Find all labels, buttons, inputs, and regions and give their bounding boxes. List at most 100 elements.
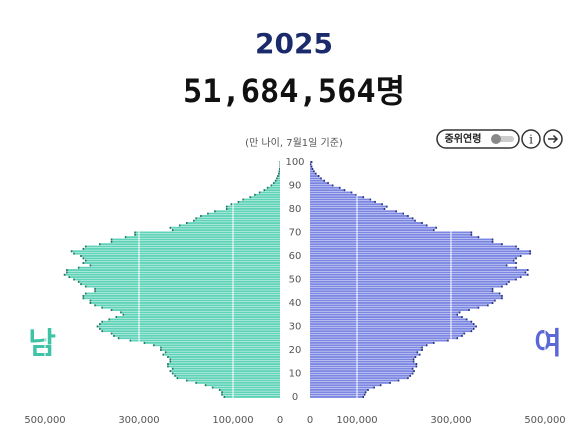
bar-edge: [505, 283, 508, 286]
bar: [230, 203, 280, 206]
bar: [310, 386, 375, 389]
bar-edge: [169, 226, 172, 229]
bar-edge: [310, 165, 313, 168]
bar: [310, 240, 494, 243]
bar-edge: [529, 252, 531, 255]
bar-edge: [204, 384, 207, 387]
bar-edge: [195, 217, 197, 220]
bar-edge: [171, 367, 174, 370]
bar-edge: [211, 386, 214, 389]
bar: [66, 271, 281, 274]
bar: [178, 224, 280, 227]
bar-edge: [412, 360, 415, 363]
bar: [310, 337, 459, 340]
bar-edge: [512, 259, 515, 262]
bar-edge: [82, 297, 85, 300]
bar: [89, 299, 281, 302]
bar-edge: [89, 264, 92, 267]
bar-edge: [411, 367, 414, 370]
bar: [310, 292, 501, 295]
bar-edge: [415, 365, 418, 368]
info-button[interactable]: i: [521, 129, 541, 149]
bar: [310, 330, 473, 333]
bar-edge: [362, 396, 365, 398]
bar: [143, 341, 280, 344]
bar-edge: [124, 236, 127, 239]
bar-edge: [99, 323, 101, 326]
median-age-toggle[interactable]: 중위연령: [436, 129, 520, 149]
bar: [310, 191, 353, 194]
bar: [218, 388, 280, 391]
bar-edge: [407, 215, 409, 217]
bar: [310, 243, 503, 246]
bar-edge: [515, 266, 517, 269]
bar: [310, 302, 494, 304]
bar: [80, 255, 280, 257]
bar: [122, 313, 280, 316]
bar-edge: [505, 264, 508, 267]
bar: [310, 334, 463, 337]
x-tick-label: 100,000: [212, 415, 253, 426]
bar-edge: [167, 356, 169, 358]
bar-edge: [527, 273, 529, 276]
bar: [310, 379, 400, 382]
age-label: 60: [289, 251, 302, 262]
next-button[interactable]: [543, 129, 563, 149]
bar: [169, 226, 280, 229]
bar-edge: [225, 208, 228, 210]
bar: [310, 372, 414, 375]
bar: [310, 332, 466, 335]
bar: [310, 184, 334, 187]
bar: [89, 264, 281, 267]
bar-edge: [315, 172, 317, 175]
bar: [274, 179, 280, 182]
bar-edge: [501, 243, 503, 246]
bar-edge: [461, 334, 463, 337]
bar-edge: [517, 247, 520, 250]
bar-edge: [276, 177, 278, 180]
bar-edge: [433, 341, 435, 344]
bar-edge: [82, 247, 85, 250]
bar-edge: [494, 299, 496, 302]
bar-edge: [501, 297, 503, 300]
bar: [82, 247, 280, 250]
bar-edge: [101, 306, 103, 309]
toggle-label[interactable]: 중위연령: [445, 132, 482, 145]
info-circle[interactable]: [521, 129, 541, 149]
bar-edge: [475, 325, 477, 328]
bar-edge: [258, 191, 261, 194]
bar: [310, 255, 522, 257]
age-label: 20: [289, 345, 302, 356]
bar: [310, 353, 421, 356]
bar-edge: [66, 269, 68, 271]
bar-edge: [421, 222, 423, 224]
bar-edge: [254, 193, 256, 196]
bar: [310, 346, 423, 349]
bar-edge: [160, 346, 162, 349]
bar: [310, 168, 314, 170]
bar-edge: [94, 290, 96, 293]
bar: [195, 217, 280, 220]
bar-edge: [409, 374, 412, 377]
bar: [310, 313, 459, 316]
male-label: 남: [28, 327, 56, 362]
bar: [310, 264, 508, 267]
bar-edge: [515, 262, 517, 264]
toggle-knob: [491, 134, 501, 144]
bar: [204, 384, 280, 387]
bar: [310, 175, 320, 177]
bar: [237, 200, 280, 203]
toggle-frame[interactable]: [436, 129, 520, 149]
bar-edge: [402, 212, 404, 215]
bar-edge: [272, 182, 275, 185]
bar-edge: [529, 250, 531, 253]
bar-edge: [266, 186, 269, 189]
bar-edge: [143, 341, 146, 344]
bar: [77, 280, 281, 283]
bar-edge: [101, 320, 103, 323]
bar-edge: [323, 179, 326, 182]
bar-edge: [89, 299, 92, 302]
bar-edge: [433, 229, 435, 232]
bar: [211, 386, 280, 389]
